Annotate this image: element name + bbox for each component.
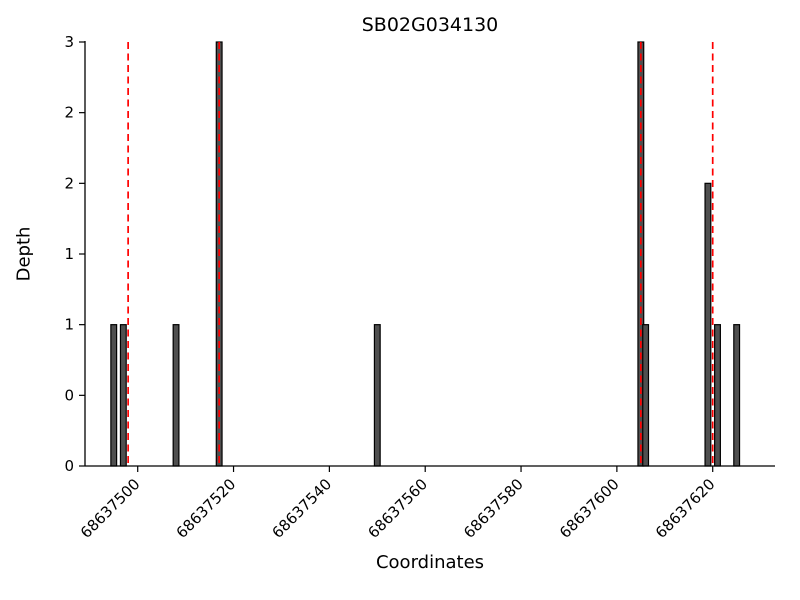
- x-tick-label: 68637600: [556, 475, 623, 542]
- depth-bar: [642, 324, 650, 467]
- x-tick-label: 68637540: [268, 475, 335, 542]
- y-tick-label: 3: [64, 33, 74, 51]
- y-axis-label: Depth: [13, 226, 35, 282]
- depth-bar: [733, 324, 741, 467]
- y-tick-label: 0: [64, 386, 74, 404]
- y-tick-label: 2: [64, 104, 74, 122]
- x-tick-label: 68637580: [460, 475, 527, 542]
- x-tick-label: 68637560: [364, 475, 431, 542]
- depth-bar: [714, 324, 721, 467]
- y-tick-label: 2: [64, 174, 74, 192]
- depth-bar: [110, 324, 118, 467]
- depth-bar: [119, 324, 127, 467]
- chart-title: SB02G034130: [361, 14, 499, 36]
- depth-bar: [172, 324, 180, 467]
- depth-bar: [704, 182, 712, 467]
- depth-bar: [373, 324, 381, 467]
- y-tick-label: 1: [64, 316, 74, 334]
- y-tick-label: 1: [64, 245, 74, 263]
- x-tick-label: 68637520: [173, 475, 240, 542]
- y-tick-label: 0: [64, 457, 74, 475]
- x-tick-label: 68637500: [77, 475, 144, 542]
- x-axis-label: Coordinates: [375, 552, 485, 573]
- x-tick-label: 68637620: [652, 475, 719, 542]
